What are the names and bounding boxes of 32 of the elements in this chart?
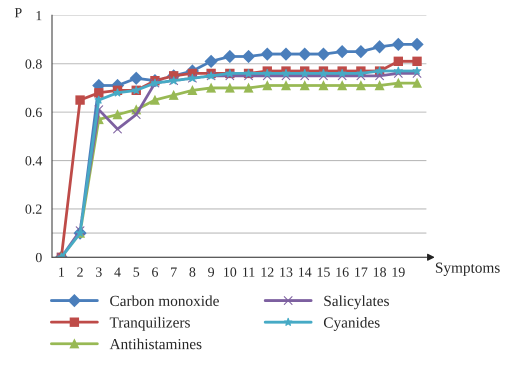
x-tick-label: 3 [96, 267, 102, 277]
y-axis-title: P [14, 8, 22, 18]
legend-label: Cyanides [324, 316, 380, 331]
x-tick-label: 11 [243, 267, 254, 277]
y-tick-label: 0.8 [25, 59, 42, 69]
x-tick-label: 14 [298, 267, 312, 277]
y-tick-label: 1 [36, 11, 42, 20]
x-tick-label: 9 [208, 267, 214, 277]
x-tick-label: 19 [392, 267, 405, 277]
x-axis-title: Symptoms [436, 262, 500, 276]
legend-label: Carbon monoxide [110, 295, 219, 306]
x-tick-label: 18 [374, 267, 386, 277]
legend-label: Salicylates [324, 295, 389, 310]
x-tick-label: 2 [77, 267, 83, 277]
x-tick-label: 12 [262, 267, 274, 277]
x-tick-label: 7 [171, 268, 177, 277]
x-tick-label: 4 [114, 267, 121, 277]
x-tick-label: 5 [134, 268, 140, 277]
x-tick-label: 17 [355, 267, 368, 277]
x-tick-label: 8 [189, 267, 196, 277]
x-tick-label: 16 [336, 267, 349, 277]
legend-label: Antihistamines [110, 338, 202, 350]
y-tick-label: 0.4 [25, 156, 42, 166]
x-tick-label: 13 [280, 267, 292, 277]
x-tick-label: 15 [318, 267, 330, 277]
x-tick-label: 10 [224, 267, 236, 277]
x-tick-label: 6 [152, 267, 158, 277]
y-tick-label: 0 [36, 252, 42, 262]
y-tick-label: 0.2 [25, 204, 42, 214]
legend-label: Tranquilizers [110, 316, 190, 331]
y-tick-label: 0.6 [25, 108, 42, 118]
x-tick-label: 1 [59, 267, 64, 277]
